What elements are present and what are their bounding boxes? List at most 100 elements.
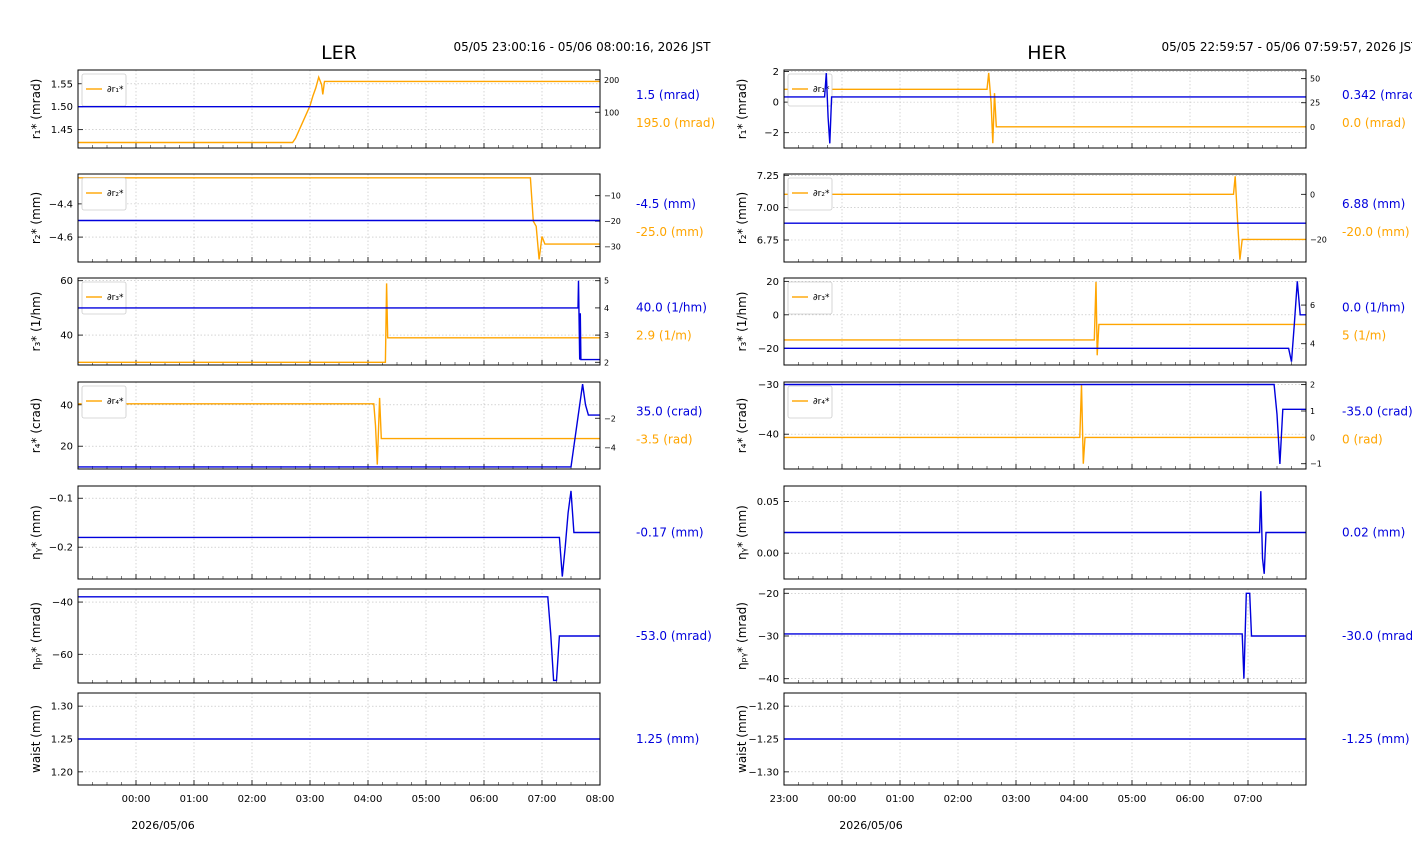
secondary-value-readout: 5 (1/m) [1342,329,1386,343]
secondary-value-readout: 2.9 (1/m) [636,329,692,343]
ler-time-range: 05/05 23:00:16 - 05/06 08:00:16, 2026 JS… [453,40,711,54]
secondary-series-line [784,281,1306,356]
primary-series-line [784,592,1306,679]
y-tick-label: 40 [60,400,73,411]
panel-frame [783,485,1307,580]
y-tick-label: −0.1 [49,494,73,505]
panel-frame [77,692,601,786]
y-axis-label: r₂* (mm) [735,192,749,244]
secondary-series-line [78,177,600,260]
secondary-series-line [78,397,600,465]
y-axis-label: ηᵧ* (mm) [29,505,43,560]
her-date-label: 2026/05/06 [839,819,902,832]
right-y-tick-label: 0 [1310,123,1315,132]
y-tick-label: 7.25 [757,171,779,182]
primary-series-line [784,383,1306,465]
primary-value-readout: -4.5 (mm) [636,197,696,211]
right-y-tick-label: 2 [1310,381,1315,390]
her-x-tick-label: 06:00 [1176,794,1205,805]
her-panel-1: −2 0 2 0 25 50 ∂r₁* r₁* (mrad) 0.342 (mrad) 0.0 (… [735,67,1412,149]
ler-panel-2: −4.6 −4.4 −30 −20 −10 ∂r₂* r₂* (mm) -4.5 (mm) -2… [29,173,704,263]
ler-x-tick-label: 00:00 [122,794,151,805]
right-y-tick-label: 4 [1310,340,1315,349]
primary-value-readout: -30.0 (mrad) [1342,629,1412,643]
y-tick-label: −40 [52,598,73,609]
y-axis-label: r₂* (mm) [29,192,43,244]
legend-box [81,177,127,211]
her-panel-2: 6.75 7.00 7.25 −20 0 ∂r₂* r₂* (mm) 6.88 (mm) -20… [735,171,1410,263]
primary-value-readout: 0.0 (1/hm) [1342,301,1405,315]
ler-x-tick-label: 04:00 [354,794,383,805]
legend-label: ∂r₂* [107,189,124,199]
y-tick-label: 0 [773,310,779,321]
her-x-tick-label: 01:00 [886,794,915,805]
y-tick-label: 20 [766,277,779,288]
panel-frame [783,588,1307,684]
secondary-series-line [78,74,600,144]
y-axis-label: r₁* (mrad) [29,79,43,140]
primary-value-readout: -35.0 (crad) [1342,405,1412,419]
secondary-value-readout: -25.0 (mm) [636,225,704,239]
panel-frame [77,485,601,580]
her-time-range: 05/05 22:59:57 - 05/06 07:59:57, 2026 JS… [1161,40,1412,54]
legend-label: ∂r₃* [813,293,830,303]
primary-value-readout: 6.88 (mm) [1342,197,1405,211]
y-tick-label: 0.00 [757,549,779,560]
panel-frame [77,277,601,366]
primary-series-line [78,490,600,577]
y-tick-label: 1.55 [51,79,73,90]
her-x-tick-label: 03:00 [1002,794,1031,805]
primary-series-line [78,280,600,361]
ler-x-tick-label: 06:00 [470,794,499,805]
y-axis-label: r₁* (mrad) [735,79,749,140]
right-y-tick-label: 6 [1310,301,1315,310]
ler-x-tick-label: 08:00 [586,794,615,805]
legend-box [787,73,833,107]
y-axis-label: r₄* (crad) [735,398,749,453]
y-tick-label: 2 [773,67,779,78]
primary-series-line [78,596,600,682]
primary-value-readout: 40.0 (1/hm) [636,301,707,315]
her-x-tick-label: 05:00 [1118,794,1147,805]
y-tick-label: −40 [758,674,779,685]
her-title: HER [1027,42,1067,64]
y-tick-label: 40 [60,331,73,342]
ler-panel-4: 20 40 −4 −2 ∂r₄* r₄* (crad) 35.0 (crad) -3.5 (r… [29,381,702,470]
y-tick-label: −4.6 [49,233,73,244]
y-tick-label: −0.2 [49,543,73,554]
legend-box [787,385,833,419]
y-axis-label: waist (mm) [735,705,749,773]
secondary-value-readout: 0 (rad) [1342,433,1383,447]
y-tick-label: 60 [60,276,73,287]
legend: ∂r₄* [787,385,833,419]
her-x-tick-label: 00:00 [828,794,857,805]
right-y-tick-label: 50 [1310,75,1320,84]
ler-x-tick-label: 01:00 [180,794,209,805]
y-tick-label: 0.05 [757,497,779,508]
primary-value-readout: -53.0 (mrad) [636,629,712,643]
y-axis-label: r₄* (crad) [29,398,43,453]
y-tick-label: −20 [758,344,779,355]
right-y-tick-label: 2 [604,358,609,367]
her-x-tick-label: 04:00 [1060,794,1089,805]
ler-x-tick-label: 03:00 [296,794,325,805]
y-tick-label: −30 [758,632,779,643]
legend-label: ∂r₁* [107,85,124,95]
right-y-tick-label: 200 [604,76,619,85]
legend-label: ∂r₄* [813,397,830,407]
y-axis-label: r₃* (1/hm) [735,292,749,352]
y-tick-label: −60 [52,650,73,661]
panel-frame [783,277,1307,366]
legend-label: ∂r₂* [813,189,830,199]
y-tick-label: 20 [60,442,73,453]
right-y-tick-label: −4 [604,443,616,452]
her-x-tick-label: 02:00 [944,794,973,805]
y-axis-label: ηₚᵧ* (mrad) [735,602,749,670]
secondary-value-readout: 0.0 (mrad) [1342,116,1406,130]
panel-frame [783,173,1307,263]
legend-label: ∂r₃* [107,293,124,303]
right-y-tick-label: 0 [1310,433,1315,442]
right-y-tick-label: 0 [1310,190,1315,199]
y-axis-label: waist (mm) [29,705,43,773]
